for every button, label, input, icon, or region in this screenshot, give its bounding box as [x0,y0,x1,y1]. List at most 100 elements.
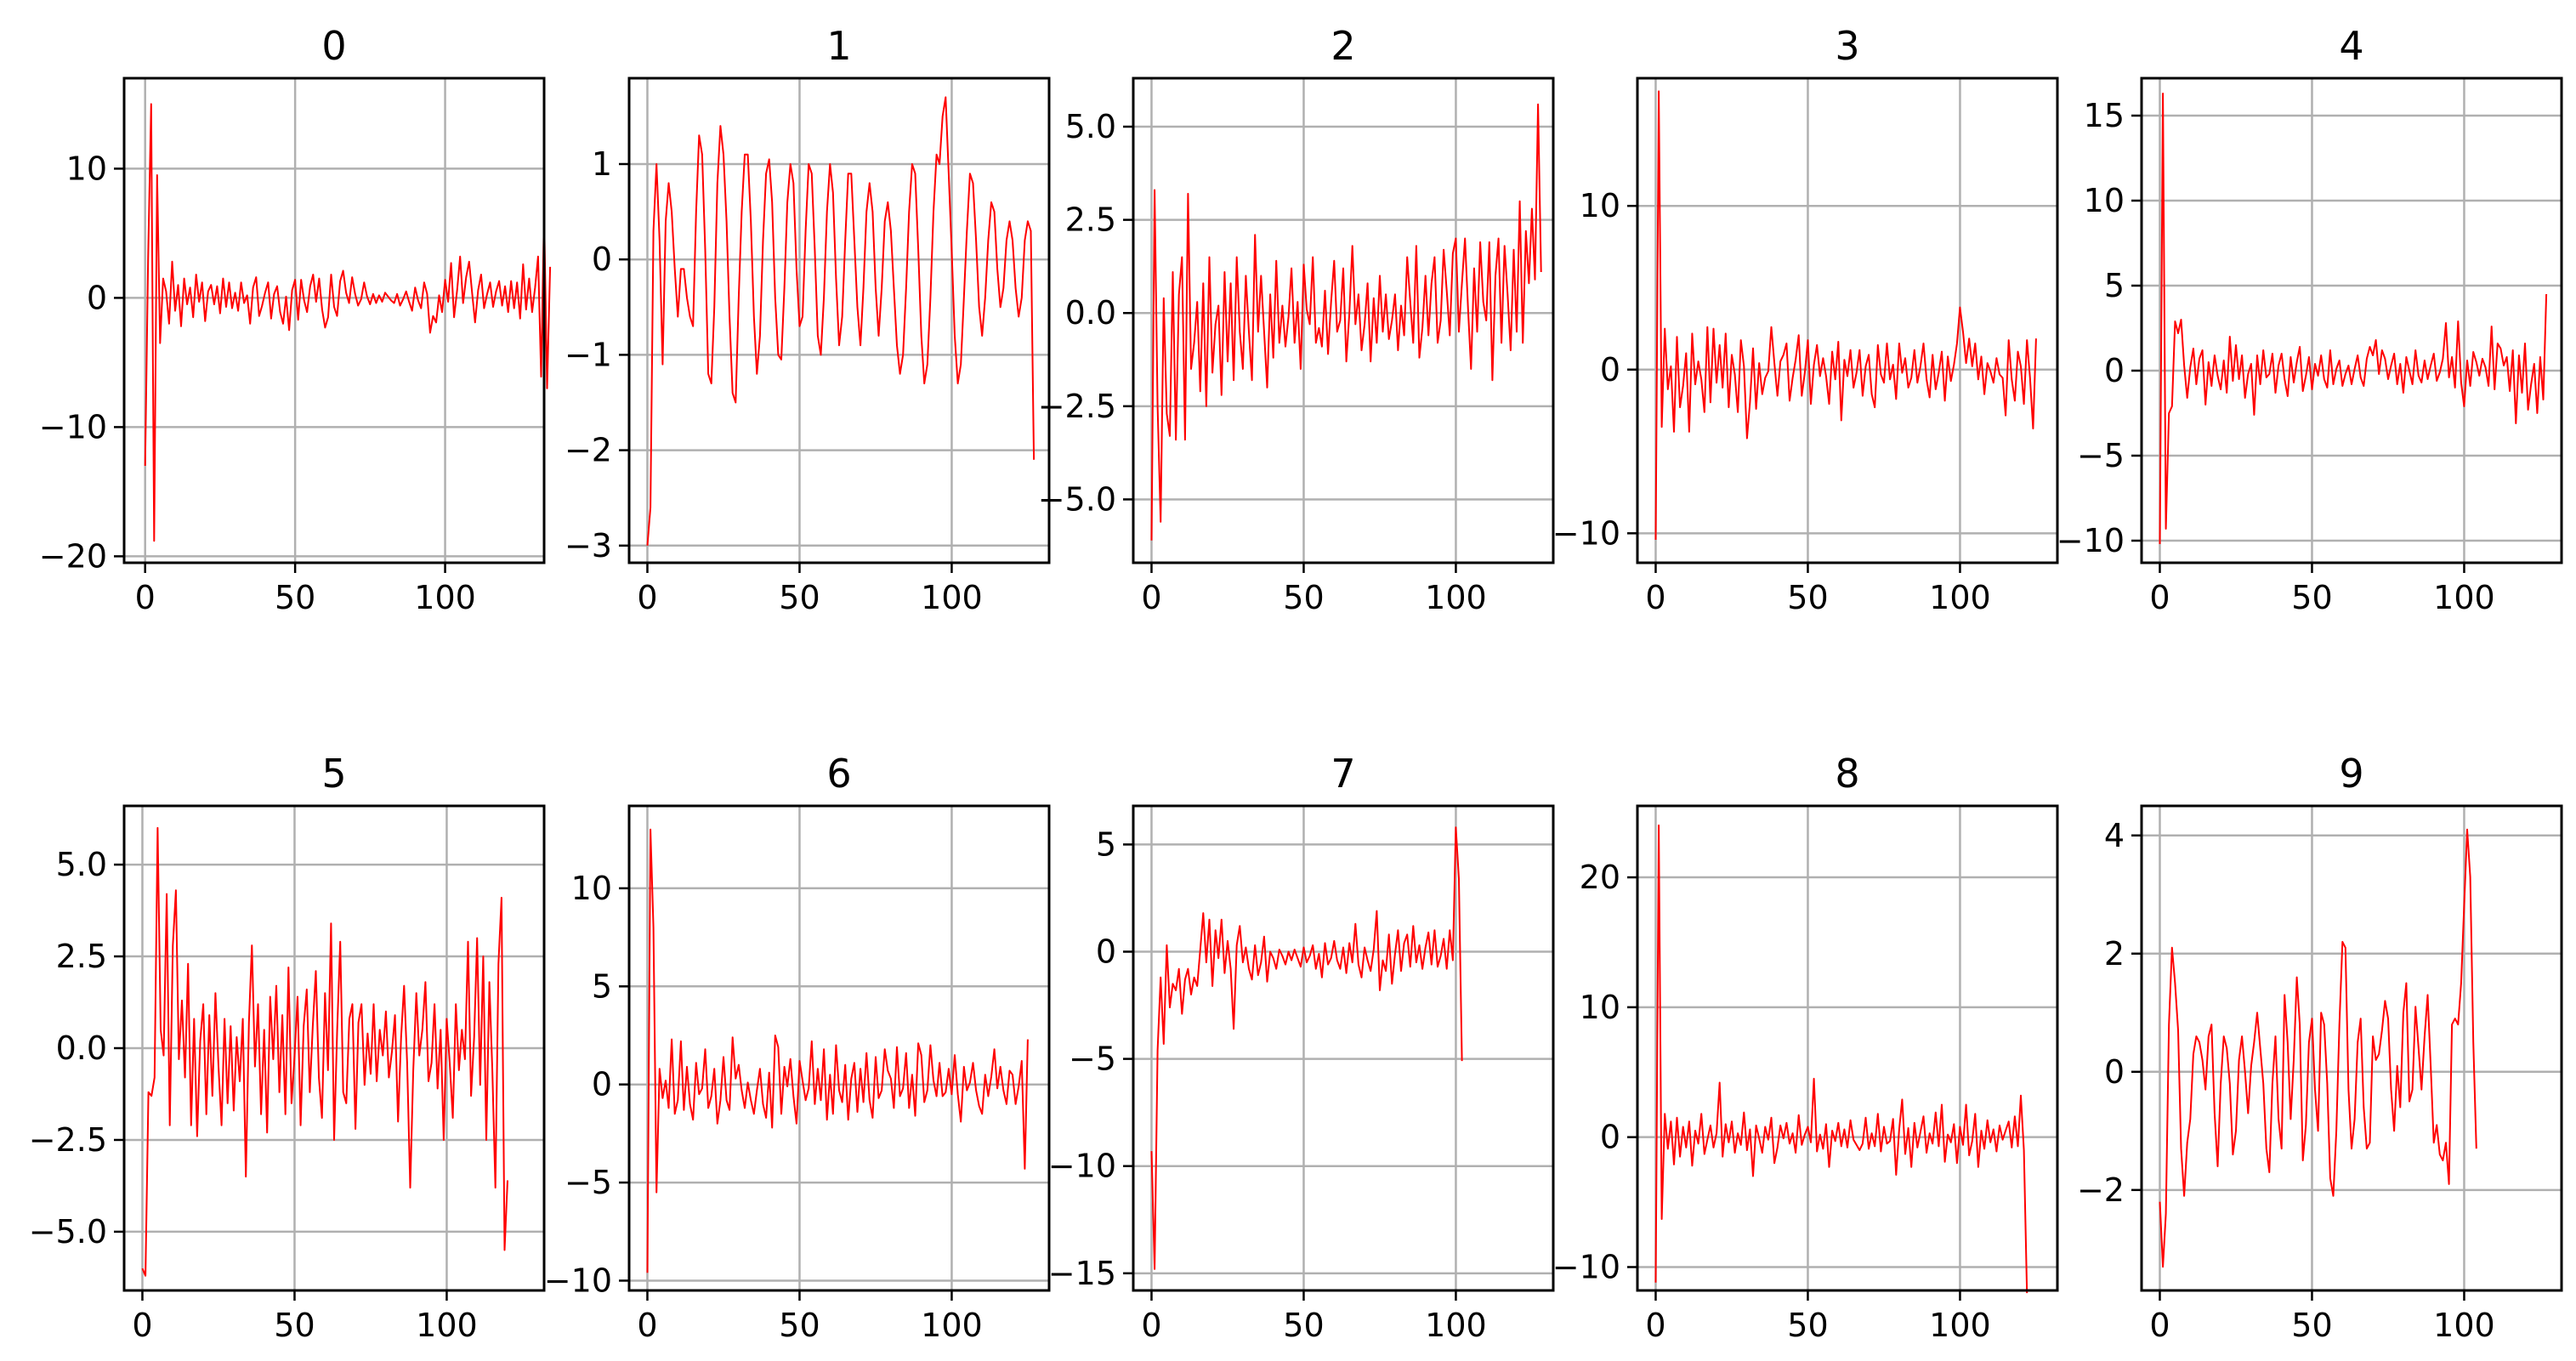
y-tick-label: −10 [1552,1248,1620,1285]
y-tick-label: 0.0 [56,1029,107,1067]
subplot-title: 5 [321,751,346,797]
y-tick-label: 0 [1600,351,1620,388]
y-tick-label: −2 [565,432,612,469]
y-tick-label: 10 [66,150,107,187]
y-tick-label: 2 [2104,935,2125,973]
y-tick-label: −10 [1552,514,1620,552]
x-tick-label: 0 [1141,579,1161,616]
axes-frame [627,804,1051,1292]
x-tick-label: 0 [1645,579,1665,616]
series-line [141,826,508,1277]
series-line [646,828,1029,1273]
x-tick-label: 50 [1283,1307,1324,1344]
y-tick-label: 5 [592,967,612,1005]
axes-frame [1636,804,2059,1292]
axes-frame [1636,77,2059,564]
subplot-2: 0 50 100 −5.0 −2.5 0.0 2.5 5.0 2 [1038,23,1555,616]
y-tick-label: 0 [592,1066,612,1103]
series-line [1654,90,2037,541]
y-tick-label: −2.5 [1038,388,1116,425]
axes-frame [2140,804,2563,1292]
y-tick-label: 10 [2084,182,2125,219]
x-tick-label: 50 [274,1307,315,1344]
subplot-3: 0 50 100 −10 0 10 3 [1552,23,2059,616]
x-tick-label: 100 [921,1307,983,1344]
y-tick-label: −5 [2077,437,2125,474]
subplot-title: 6 [826,751,851,797]
x-tick-label: 100 [1425,1307,1487,1344]
y-tick-label: −5.0 [1038,480,1116,518]
y-tick-label: 0 [1096,933,1116,971]
x-tick-label: 100 [414,579,476,616]
y-tick-label: 10 [571,870,612,907]
subplot-1: 0 50 100 −3 −2 −1 0 1 1 [565,23,1051,616]
y-tick-label: −5 [565,1164,612,1201]
subplot-7: 0 50 100 −15 −10 −5 0 5 7 [1048,751,1555,1344]
y-tick-label: −5.0 [29,1213,107,1250]
x-tick-label: 100 [416,1307,478,1344]
y-tick-label: 10 [1580,187,1620,224]
subplot-8: 0 50 100 −10 0 10 20 8 [1552,751,2059,1344]
y-tick-label: −10 [1048,1148,1116,1185]
subplot-title: 3 [1835,23,1859,69]
subplot-9: 0 50 100 −2 0 2 4 9 [2077,751,2563,1344]
x-tick-label: 50 [1283,579,1324,616]
y-tick-label: 0 [592,241,612,278]
y-tick-label: 0 [2104,352,2125,389]
subplot-title: 9 [2339,751,2363,797]
y-tick-label: 2.5 [1065,201,1116,239]
y-tick-label: −1 [565,336,612,373]
x-tick-label: 50 [1787,1307,1828,1344]
axes-frame [2140,77,2563,564]
axes-frame [627,77,1051,564]
y-tick-label: −2.5 [29,1121,107,1159]
y-tick-label: 0 [1600,1119,1620,1156]
y-tick-label: 5 [1096,825,1116,863]
axes-frame [1132,77,1555,564]
y-tick-label: −5 [1069,1041,1116,1078]
subplot-title: 2 [1331,23,1355,69]
x-tick-label: 0 [1141,1307,1161,1344]
y-tick-label: 0 [87,279,107,316]
subplot-title: 8 [1835,751,1859,797]
y-tick-label: 1 [592,145,612,183]
y-tick-label: −3 [565,527,612,564]
x-tick-label: 100 [2433,1307,2495,1344]
series-line [144,103,552,542]
subplot-4: 0 50 100 −10 −5 0 5 10 15 4 [2057,23,2563,616]
x-tick-label: 0 [637,579,657,616]
series-line [2159,93,2548,545]
x-tick-label: 0 [135,579,156,616]
subplot-title: 4 [2339,23,2363,69]
y-tick-label: 4 [2104,817,2125,854]
subplot-5: 0 50 100 −5.0 −2.5 0.0 2.5 5.0 5 [29,751,546,1344]
x-tick-label: 0 [132,1307,152,1344]
y-tick-label: 0.0 [1065,294,1116,332]
axes-frame [1132,804,1555,1292]
y-tick-label: 5.0 [1065,108,1116,145]
y-tick-label: 2.5 [56,938,107,975]
y-tick-label: 0 [2104,1053,2125,1091]
y-tick-label: −10 [39,408,107,445]
x-tick-label: 100 [921,579,983,616]
x-tick-label: 50 [779,579,820,616]
x-tick-label: 100 [1929,1307,1991,1344]
y-tick-label: 20 [1580,859,1620,896]
x-tick-label: 100 [1425,579,1487,616]
subplot-title: 7 [1331,751,1355,797]
axes-frame [122,77,546,564]
x-tick-label: 0 [637,1307,657,1344]
subplot-title: 1 [826,23,851,69]
x-tick-label: 50 [2291,1307,2332,1344]
x-tick-label: 50 [2291,579,2332,616]
y-tick-label: −10 [2057,522,2125,559]
subplot-title: 0 [321,23,346,69]
y-tick-label: 10 [1580,989,1620,1026]
y-tick-label: 5.0 [56,846,107,883]
subplot-6: 0 50 100 −10 −5 0 5 10 6 [544,751,1051,1344]
x-tick-label: 0 [2149,579,2170,616]
y-tick-label: 5 [2104,267,2125,304]
x-tick-label: 50 [1787,579,1828,616]
